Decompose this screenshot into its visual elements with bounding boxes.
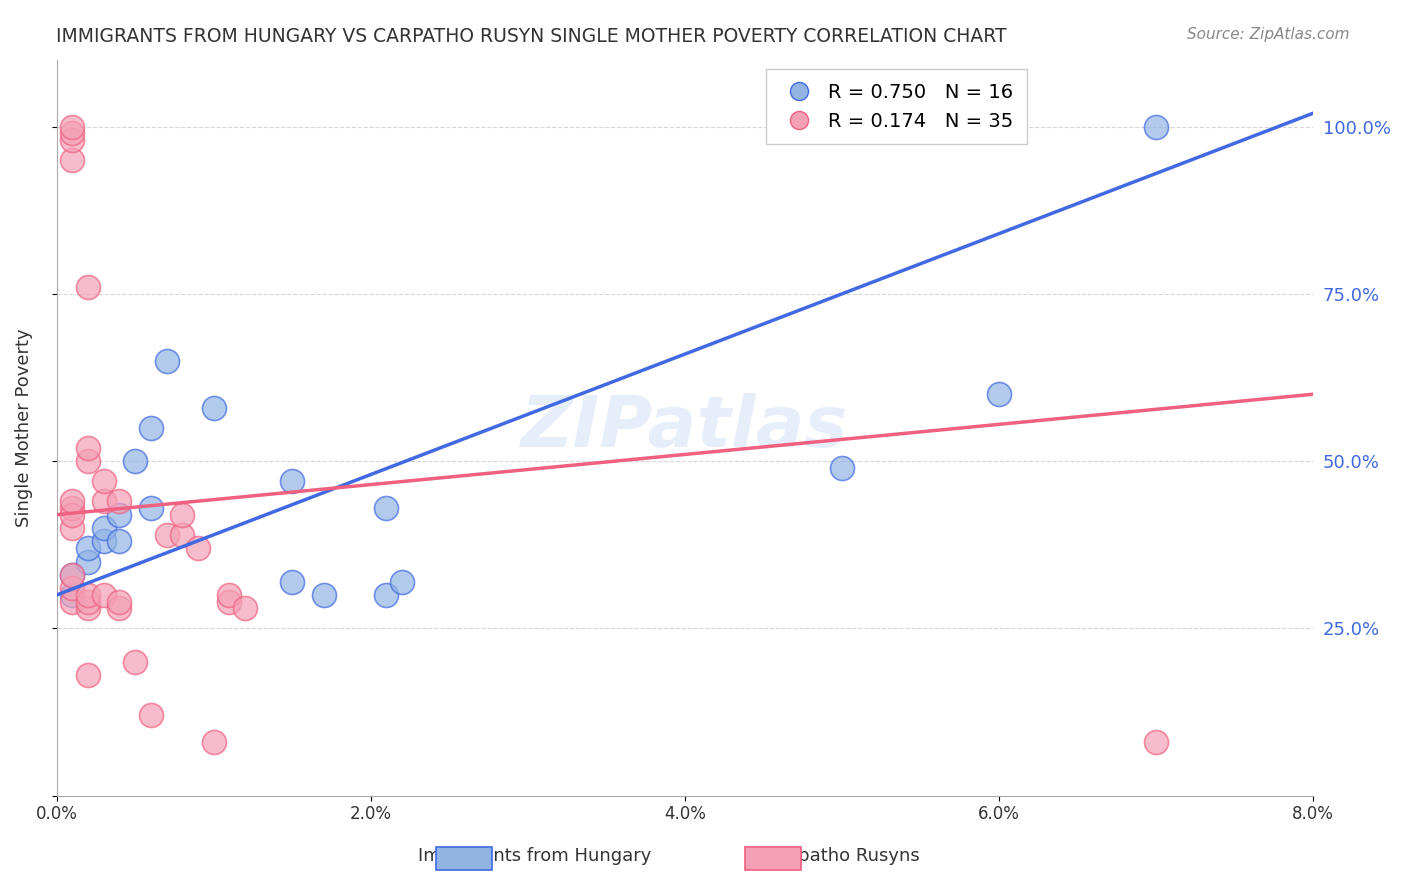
Point [988,387,1011,401]
Point [312,588,335,602]
Point [155,353,177,368]
Point [281,574,304,589]
Point [93,494,115,508]
Point [77,588,100,602]
Point [77,454,100,468]
Point [77,541,100,556]
Y-axis label: Single Mother Poverty: Single Mother Poverty [15,328,32,527]
Point [375,588,398,602]
Point [60,508,83,522]
Point [60,153,83,167]
Point [155,528,177,542]
Point [1144,735,1167,749]
Point [124,454,146,468]
Point [108,494,131,508]
Point [108,534,131,549]
Point [108,601,131,615]
Point [93,521,115,535]
Point [60,521,83,535]
Point [233,601,256,615]
Point [139,420,162,434]
Legend: R = 0.750   N = 16, R = 0.174   N = 35: R = 0.750 N = 16, R = 0.174 N = 35 [766,70,1028,145]
Point [60,494,83,508]
Point [1144,120,1167,134]
Point [375,500,398,515]
Point [60,500,83,515]
Point [139,708,162,723]
Point [831,460,853,475]
Text: Carpatho Rusyns: Carpatho Rusyns [768,847,920,865]
Point [281,474,304,488]
Point [93,534,115,549]
Point [60,568,83,582]
Point [202,735,225,749]
Point [108,595,131,609]
Text: Immigrants from Hungary: Immigrants from Hungary [418,847,651,865]
Point [93,474,115,488]
Point [77,280,100,294]
Text: Source: ZipAtlas.com: Source: ZipAtlas.com [1187,27,1350,42]
Text: IMMIGRANTS FROM HUNGARY VS CARPATHO RUSYN SINGLE MOTHER POVERTY CORRELATION CHAR: IMMIGRANTS FROM HUNGARY VS CARPATHO RUSY… [56,27,1007,45]
Point [60,568,83,582]
Point [124,655,146,669]
Point [202,401,225,415]
Point [218,588,240,602]
Point [218,595,240,609]
Point [60,588,83,602]
Point [60,582,83,596]
Point [77,668,100,682]
Point [77,601,100,615]
Point [108,508,131,522]
Point [60,126,83,140]
Point [391,574,413,589]
Point [139,500,162,515]
Point [60,120,83,134]
Point [77,555,100,569]
Point [172,508,194,522]
Point [60,133,83,147]
Point [77,441,100,455]
Point [60,595,83,609]
Point [172,528,194,542]
Point [187,541,209,556]
Point [93,588,115,602]
Text: ZIPatlas: ZIPatlas [522,393,849,462]
Point [77,595,100,609]
